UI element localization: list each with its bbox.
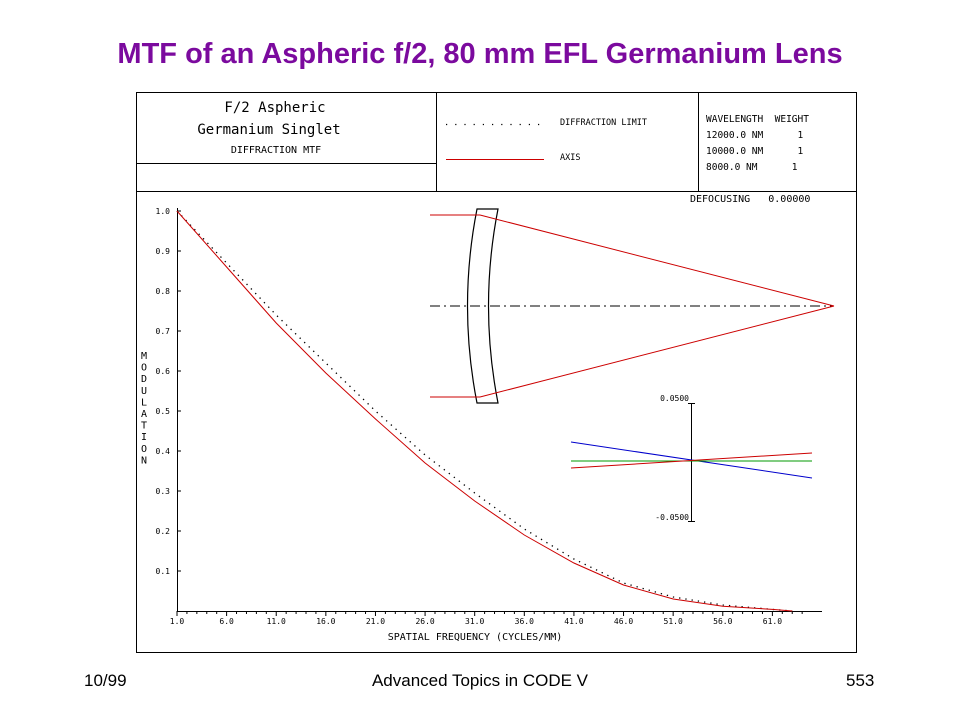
footer-course: Advanced Topics in CODE V	[371, 671, 589, 690]
x-tick-label: 6.0	[219, 617, 234, 626]
header-line2: Germanium Singlet	[197, 122, 340, 138]
x-tick-label: 31.0	[465, 617, 484, 626]
inset-ray-red	[570, 452, 813, 469]
x-tick-label: 51.0	[664, 617, 683, 626]
wavelength-row-1: 12000.0 NM 1	[706, 130, 804, 141]
x-tick-label: 26.0	[415, 617, 434, 626]
wavelength-row-2: 10000.0 NM 1	[706, 146, 804, 157]
y-axis-label-letter: I	[141, 432, 147, 443]
y-tick-label: 1.0	[156, 207, 171, 216]
y-tick-label: 0.2	[156, 527, 171, 536]
slide-title: MTF of an Aspheric f/2, 80 mm EFL German…	[117, 38, 843, 70]
ray-top-output	[479, 214, 835, 307]
ray-bottom-output	[479, 305, 835, 398]
plot-frame	[136, 92, 857, 653]
x-tick-label: 16.0	[316, 617, 335, 626]
x-axis-label: SPATIAL FREQUENCY (CYCLES/MM)	[388, 632, 563, 643]
y-axis-label-letter: T	[141, 421, 147, 432]
x-tick-label: 21.0	[366, 617, 385, 626]
header-line1: F/2 Aspheric	[224, 100, 325, 116]
y-axis-label-letter: M	[141, 351, 147, 362]
y-axis-label-letter: D	[141, 374, 147, 385]
x-tick-label: 41.0	[564, 617, 583, 626]
defocusing-label: DEFOCUSING 0.00000	[690, 194, 810, 205]
inset-top-label: 0.0500	[660, 394, 689, 403]
x-tick-label: 46.0	[614, 617, 633, 626]
y-axis-label-letter: A	[141, 409, 147, 420]
x-tick-label: 61.0	[763, 617, 782, 626]
series-axis	[176, 210, 793, 612]
inset-bottom-label: -0.0500	[655, 513, 689, 522]
y-axis-label-letter: L	[141, 397, 147, 408]
wavelength-header: WAVELENGTH WEIGHT	[706, 114, 809, 125]
footer-page-number: 553	[846, 671, 875, 690]
y-tick-label: 0.4	[156, 447, 171, 456]
y-tick-label: 0.7	[156, 327, 171, 336]
y-tick-label: 0.5	[156, 407, 171, 416]
wavelength-row-3: 8000.0 NM 1	[706, 162, 798, 173]
y-axis-label-letter: N	[141, 455, 147, 466]
x-tick-label: 36.0	[515, 617, 534, 626]
y-tick-label: 0.9	[156, 247, 171, 256]
x-tick-label: 1.0	[170, 617, 185, 626]
footer-date: 10/99	[84, 671, 127, 690]
y-tick-label: 0.6	[156, 367, 171, 376]
x-tick-label: 56.0	[713, 617, 732, 626]
x-tick-label: 11.0	[267, 617, 286, 626]
y-tick-label: 0.3	[156, 487, 171, 496]
y-axis-label-letter: O	[141, 363, 147, 374]
y-tick-label: 0.8	[156, 287, 171, 296]
header-line3: DIFFRACTION MTF	[231, 145, 321, 156]
y-axis-label-letter: U	[141, 386, 147, 397]
lens-diagram	[430, 208, 835, 404]
legend-axis-label: AXIS	[560, 153, 580, 163]
lens-element	[466, 208, 499, 404]
y-tick-label: 0.1	[156, 567, 171, 576]
y-axis-label-letter: O	[141, 444, 147, 455]
series-diffraction-limit	[176, 210, 793, 612]
legend-diffraction-label: DIFFRACTION LIMIT	[560, 118, 647, 128]
ray-aberration-inset: 0.0500 -0.0500	[570, 394, 813, 522]
